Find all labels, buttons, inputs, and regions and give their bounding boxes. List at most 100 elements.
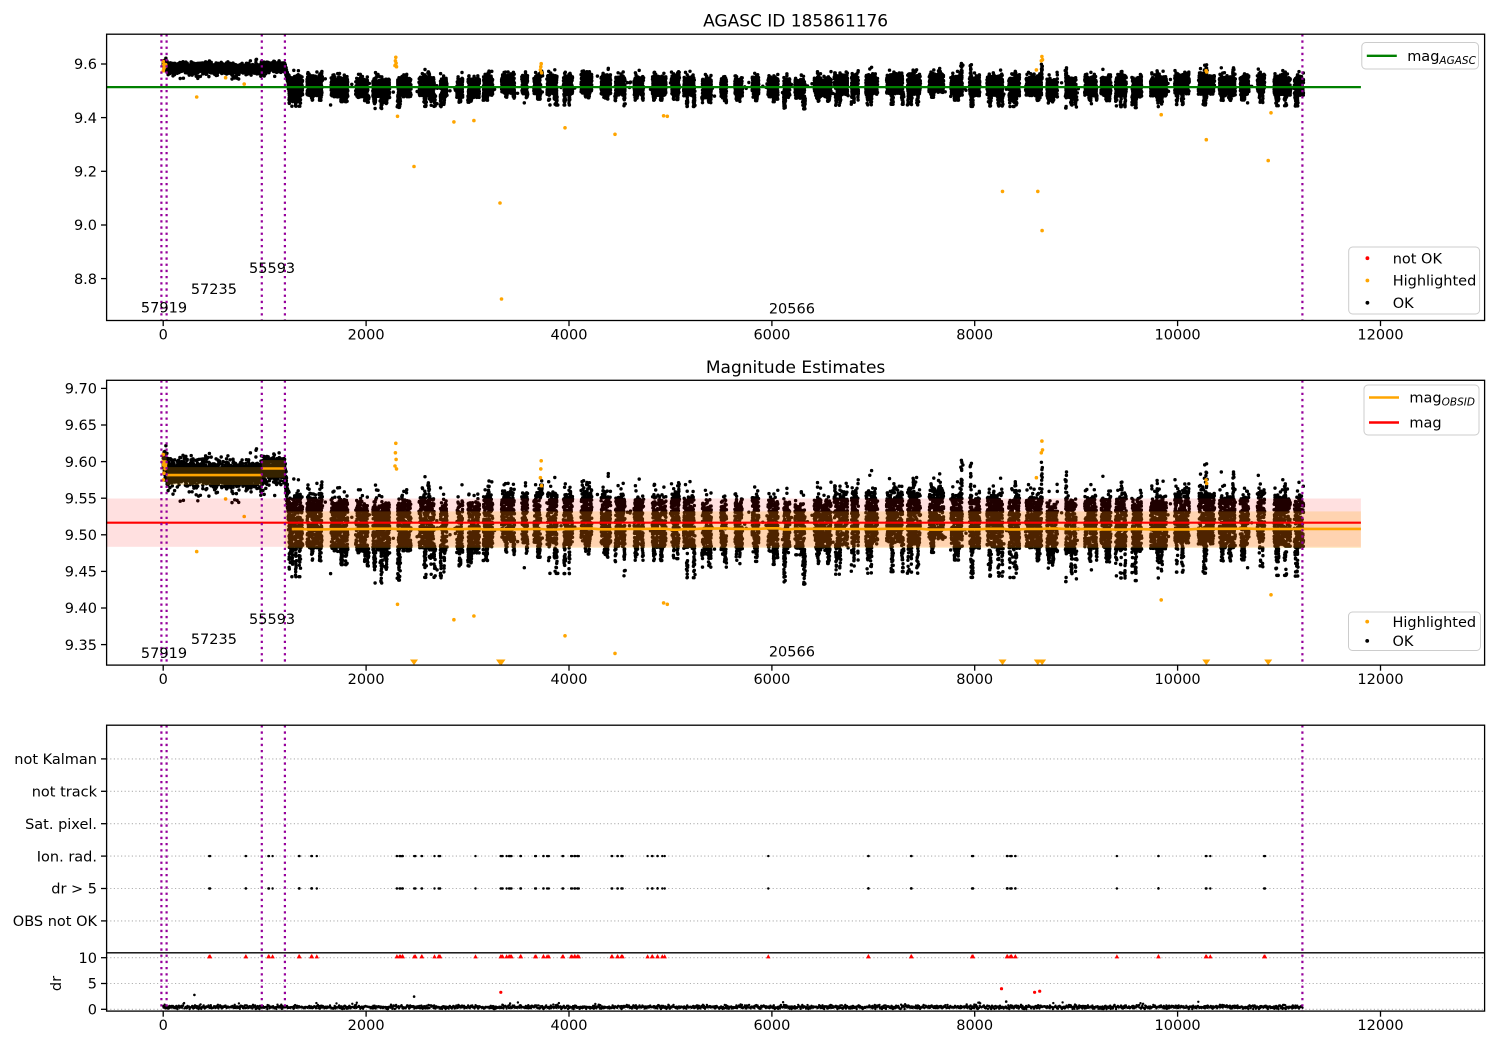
x-tick-label: 6000 [753, 327, 790, 343]
y-tick-label-not-track-text: not track [32, 785, 98, 801]
x-tick-label-text: 4000 [551, 672, 588, 688]
legend-label-highlighted: Highlighted [1393, 274, 1477, 290]
legend-label-text: Highlighted [1393, 274, 1477, 290]
x-tick-label: 2000 [348, 672, 385, 688]
ok-points [161, 56, 1306, 111]
y-tick-label-dr-5-text: dr > 5 [51, 882, 97, 898]
plot-title-2-text: Magnitude Estimates [706, 358, 886, 378]
x-tick-label: 2000 [348, 327, 385, 343]
x-tick-label: 12000 [1357, 327, 1403, 343]
axes-frame [105, 33, 1486, 322]
x-tick-label: 8000 [956, 1018, 993, 1034]
x-tick-label-text: 6000 [753, 1018, 790, 1034]
x-tick-label: 8000 [956, 672, 993, 688]
x-tick-label: 10000 [1155, 1018, 1201, 1034]
dr-points [162, 1000, 1304, 1011]
x-tick-label: 0 [159, 672, 168, 688]
legend-label-text: mag [1407, 49, 1439, 65]
y-tick-label-text: 0 [88, 1003, 97, 1019]
annotation-20566: 20566 [769, 644, 815, 660]
x-tick-label-text: 12000 [1357, 672, 1403, 688]
x-tick-label: 10000 [1155, 327, 1201, 343]
x-tick-label: 10000 [1155, 672, 1201, 688]
clipped-dr-triangles [207, 954, 1268, 959]
y-tick-label-text: 9.4 [74, 111, 97, 127]
y-tick-label-dr-5: dr > 5 [51, 882, 97, 898]
legend-label-magagasc: magAGASC [1407, 49, 1476, 67]
x-tick-label-text: 6000 [753, 672, 790, 688]
y-tick-label: 9.60 [65, 455, 97, 471]
y-tick-label-text: 9.70 [65, 382, 97, 398]
annotation-55593-text: 55593 [249, 612, 295, 628]
x-tick-label-text: 2000 [348, 672, 385, 688]
mag-obsid-line [161, 460, 1361, 531]
x-tick-label-text: 10000 [1155, 327, 1201, 343]
annotation-20566-text: 20566 [769, 644, 815, 660]
x-tick-label: 6000 [753, 1018, 790, 1034]
x-tick-label: 6000 [753, 672, 790, 688]
x-tick-label-text: 0 [159, 327, 168, 343]
annotation-57919-text: 57919 [141, 646, 187, 662]
annotation-57235: 57235 [191, 282, 237, 298]
annotation-20566: 20566 [769, 301, 815, 317]
legend-label-text: OK [1393, 296, 1414, 312]
x-tick-label: 0 [159, 1018, 168, 1034]
y-tick-label-text: 8.8 [74, 272, 97, 288]
annotation-20566-text: 20566 [769, 301, 815, 317]
y-tick-label-text: 9.65 [65, 418, 97, 434]
y-tick-label: 9.70 [65, 382, 97, 398]
axes-frame [105, 724, 1486, 1012]
legend-label-magobsid: magOBSID [1409, 391, 1475, 409]
y-tick-label: 8.8 [74, 272, 97, 288]
legend-label-text: mag [1409, 391, 1441, 407]
legend-box [1361, 42, 1480, 70]
x-tick-label-text: 8000 [956, 1018, 993, 1034]
y-tick-label-text: 9.0 [74, 218, 97, 234]
y-tick-label-text: 9.35 [65, 638, 97, 654]
x-tick-label: 12000 [1357, 1018, 1403, 1034]
plot-title-1-text: AGASC ID 185861176 [703, 12, 888, 32]
x-tick-label: 8000 [956, 327, 993, 343]
legend-label-ok: OK [1393, 296, 1414, 312]
legend-label-subscript: OBSID [1442, 397, 1475, 409]
y-tick-label: 9.40 [65, 601, 97, 617]
y-tick-label: 9.45 [65, 565, 97, 581]
x-tick-label-text: 8000 [956, 327, 993, 343]
y-tick-label: 9.2 [74, 165, 97, 181]
y-tick-label-not-kalman-text: not Kalman [14, 752, 97, 768]
y-tick-label-ion-rad: Ion. rad. [37, 849, 97, 865]
x-tick-label-text: 6000 [753, 327, 790, 343]
y-tick-label: 9.0 [74, 218, 97, 234]
x-tick-label-text: 2000 [348, 327, 385, 343]
legend-label-highlighted: Highlighted [1393, 615, 1477, 631]
axes-frame [105, 379, 1486, 666]
plot-title-2: Magnitude Estimates [706, 358, 886, 378]
y-tick-label-obs-not-ok-text: OBS not OK [13, 914, 98, 930]
annotation-57919-text: 57919 [141, 300, 187, 316]
x-tick-label-text: 2000 [348, 1018, 385, 1034]
x-tick-label: 12000 [1357, 672, 1403, 688]
x-tick-label-text: 4000 [551, 327, 588, 343]
y-axis-label-text: dr [49, 976, 65, 991]
x-tick-label-text: 12000 [1357, 1018, 1403, 1034]
x-tick-label-text: 0 [159, 672, 168, 688]
dr_outlier_not_ok-points [499, 987, 1042, 994]
x-tick-label-text: 0 [159, 1018, 168, 1034]
y-tick-label-text: 9.6 [74, 57, 97, 73]
legend-label-text: Highlighted [1393, 615, 1477, 631]
legend-box [1348, 246, 1481, 315]
annotation-57235-text: 57235 [191, 632, 237, 648]
y-tick-label-not-kalman: not Kalman [14, 752, 97, 768]
x-tick-label-text: 10000 [1155, 672, 1201, 688]
y-tick-label-text: 9.45 [65, 565, 97, 581]
legend-label-text: not OK [1393, 251, 1443, 267]
clipped-low-triangles [410, 659, 1273, 666]
x-tick-label-text: 12000 [1357, 327, 1403, 343]
x-tick-label-text: 4000 [551, 1018, 588, 1034]
legend-label-text: mag [1409, 416, 1441, 432]
y-tick-label: 0 [88, 1003, 97, 1019]
y-tick-label-obs-not-ok: OBS not OK [13, 914, 98, 930]
y-tick-label-text: 5 [88, 977, 97, 993]
y-tick-label-sat-pixel-text: Sat. pixel. [25, 817, 97, 833]
